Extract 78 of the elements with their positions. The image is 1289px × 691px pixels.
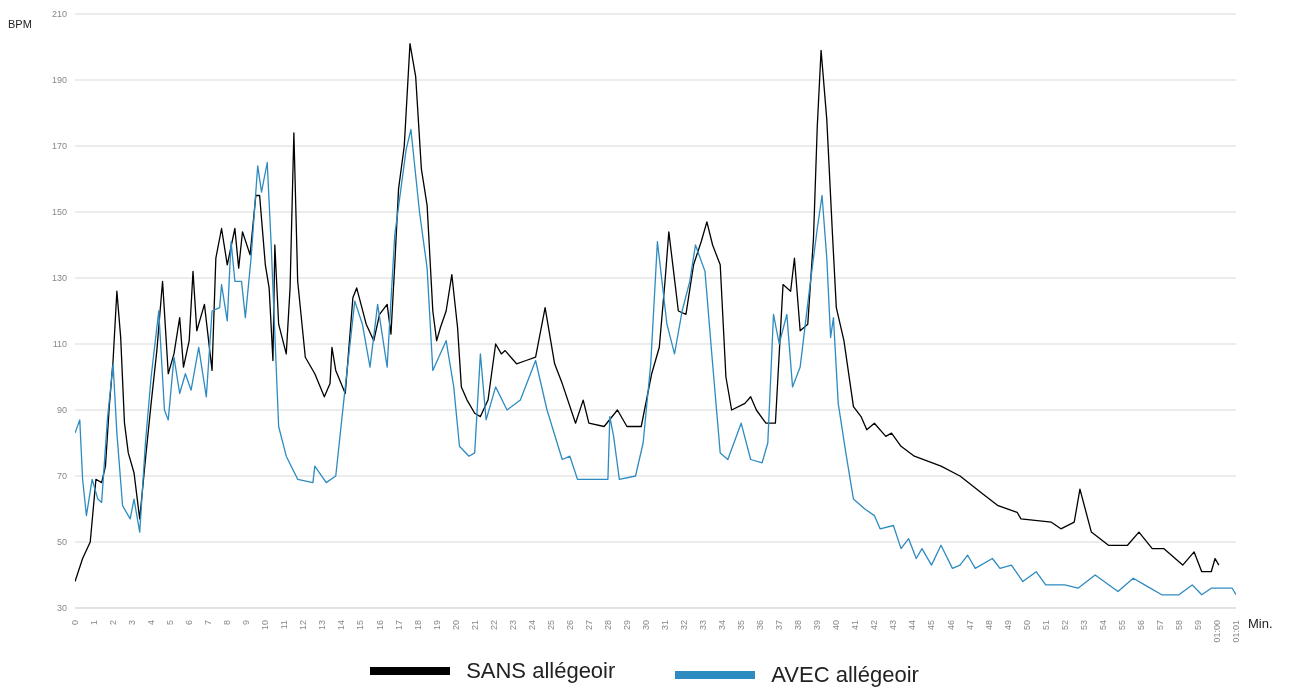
y-tick-label: 110 <box>52 339 67 350</box>
x-tick-label: 28 <box>602 620 613 631</box>
x-tick-label: 0 <box>70 620 80 626</box>
x-tick-label: 16 <box>374 620 385 631</box>
x-tick-label: 10 <box>260 620 271 631</box>
x-tick-label: 32 <box>679 620 690 631</box>
x-tick-label: 47 <box>964 620 975 631</box>
x-tick-label: 58 <box>1173 620 1184 631</box>
x-tick-label: 9 <box>241 620 252 626</box>
x-tick-label: 27 <box>583 620 594 631</box>
x-tick-label: 24 <box>526 620 537 631</box>
x-tick-label: 43 <box>888 620 899 631</box>
x-tick-label: 30 <box>640 620 651 631</box>
x-tick-label: 44 <box>907 620 918 631</box>
x-tick-label: 11 <box>279 620 290 630</box>
x-tick-label: 49 <box>1002 620 1013 631</box>
x-tick-label: 3 <box>127 620 138 626</box>
x-tick-label: 8 <box>222 620 233 626</box>
x-tick-label: 22 <box>488 620 499 631</box>
x-tick-label: 37 <box>774 620 785 631</box>
x-tick-label: 39 <box>812 620 823 631</box>
x-tick-label: 54 <box>1097 620 1108 631</box>
x-tick-label: 21 <box>469 620 480 631</box>
x-tick-label: 2 <box>108 620 119 626</box>
x-tick-label: 45 <box>926 620 937 631</box>
x-tick-label: 34 <box>717 620 728 631</box>
x-tick-label: 6 <box>184 620 195 626</box>
y-axis-title: BPM <box>8 18 32 30</box>
x-tick-label: 01:00 <box>1211 620 1222 643</box>
y-tick-label: 210 <box>51 9 67 20</box>
x-tick-label: 53 <box>1078 620 1089 631</box>
x-tick-label: 13 <box>317 620 328 631</box>
x-axis-title: Min. <box>1248 616 1273 631</box>
x-tick-label: 59 <box>1192 620 1203 631</box>
legend-label: AVEC allégeoir <box>771 662 919 688</box>
x-tick-label: 38 <box>793 620 804 631</box>
x-tick-label: 17 <box>393 620 404 631</box>
x-tick-label: 29 <box>621 620 632 631</box>
x-tick-label: 48 <box>983 620 994 631</box>
x-tick-label: 50 <box>1021 620 1032 631</box>
x-tick-label: 33 <box>698 620 709 631</box>
x-tick-label: 36 <box>755 620 766 631</box>
y-tick-label: 70 <box>56 471 67 482</box>
x-tick-label: 55 <box>1116 620 1127 631</box>
x-tick-label: 40 <box>831 620 842 631</box>
x-tick-label: 52 <box>1059 620 1070 631</box>
x-tick-label: 18 <box>412 620 423 631</box>
x-tick-label: 1 <box>89 620 100 626</box>
x-tick-label: 41 <box>850 620 861 631</box>
x-tick-label: 19 <box>431 620 442 631</box>
x-tick-label: 23 <box>507 620 518 631</box>
legend-label: SANS allégeoir <box>466 658 616 684</box>
x-tick-label: 57 <box>1154 620 1165 631</box>
x-tick-label: 20 <box>450 620 461 631</box>
x-tick-label: 12 <box>298 620 309 631</box>
y-tick-label: 30 <box>56 603 67 614</box>
x-tick-label: 56 <box>1135 620 1146 631</box>
y-tick-label: 90 <box>56 405 67 416</box>
line-series <box>75 43 1220 583</box>
x-tick-label: 42 <box>869 620 880 631</box>
x-tick-label: 01:01 <box>1231 620 1241 643</box>
x-tick-label: 4 <box>146 620 157 626</box>
line-series <box>75 128 1236 596</box>
x-tick-label: 14 <box>336 620 347 631</box>
x-tick-label: 25 <box>545 620 556 631</box>
x-tick-label: 51 <box>1040 620 1051 631</box>
y-tick-label: 150 <box>51 207 67 218</box>
y-tick-label: 130 <box>51 273 67 284</box>
x-tick-label: 35 <box>736 620 747 631</box>
x-tick-label: 5 <box>165 620 176 626</box>
x-tick-label: 46 <box>945 620 956 631</box>
x-tick-label: 15 <box>355 620 366 631</box>
y-tick-label: 190 <box>51 75 67 86</box>
y-tick-label: 50 <box>56 537 67 548</box>
y-tick-label: 170 <box>51 141 67 152</box>
x-tick-label: 26 <box>564 620 575 631</box>
x-tick-label: 7 <box>203 620 214 626</box>
x-tick-label: 31 <box>660 620 671 631</box>
